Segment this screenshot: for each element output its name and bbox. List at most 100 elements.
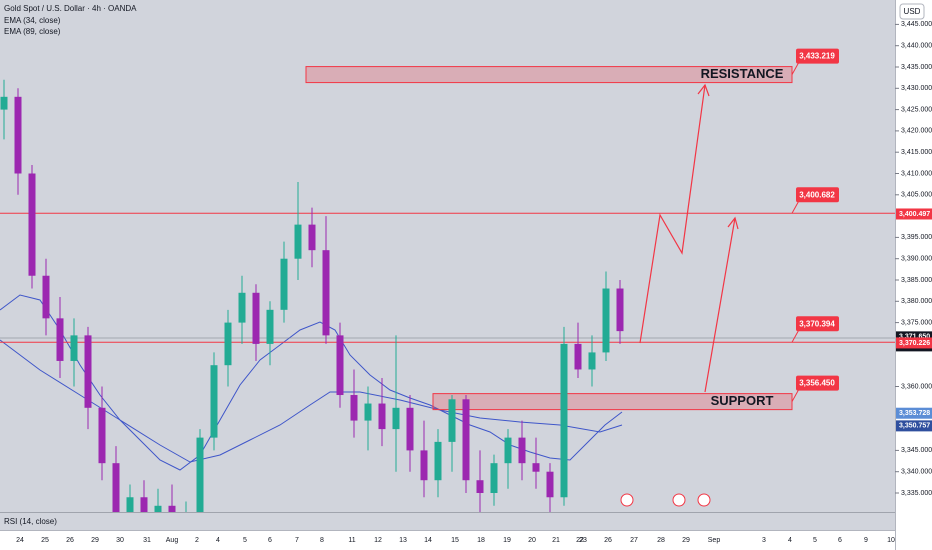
- event-icon: [697, 493, 711, 507]
- candle-body: [490, 463, 498, 493]
- level-tag-label: 3,356.450: [799, 379, 835, 388]
- event-icon: [672, 493, 686, 507]
- price-tick-label: 3,445.000: [901, 21, 932, 28]
- date-label: Aug: [166, 537, 179, 544]
- price-tick-label: 3,415.000: [901, 149, 932, 156]
- candle-body: [42, 275, 50, 319]
- date-label: 2: [195, 537, 199, 544]
- date-label: 26: [66, 537, 74, 544]
- candle-body: [364, 403, 372, 421]
- candle-body: [112, 463, 120, 512]
- zone-label: RESISTANCE: [701, 66, 784, 81]
- candle-body: [602, 288, 610, 353]
- date-label: 5: [243, 537, 247, 544]
- arrow-head: [697, 83, 710, 97]
- candle-body: [98, 407, 106, 464]
- event-icon: [620, 493, 634, 507]
- price-tick-label: 3,345.000: [901, 447, 932, 454]
- price-tick-label: 3,390.000: [901, 256, 932, 263]
- date-label: 6: [838, 537, 842, 544]
- level-tag-label: 3,433.219: [799, 52, 835, 61]
- candle-body: [140, 497, 148, 512]
- currency-label: USD: [904, 7, 921, 16]
- price-tick-label: 3,395.000: [901, 234, 932, 241]
- date-label: 7: [295, 537, 299, 544]
- price-tick-label: 3,430.000: [901, 85, 932, 92]
- currency-button[interactable]: [899, 3, 925, 20]
- date-label: 9: [864, 537, 868, 544]
- candle-body: [238, 292, 246, 323]
- date-label: 30: [116, 537, 124, 544]
- arrow-head: [727, 216, 739, 230]
- date-label: 11: [348, 537, 355, 544]
- price-tag-label: 3,371.650: [899, 334, 930, 341]
- date-label: 13: [399, 537, 407, 544]
- date-label: 12: [374, 537, 382, 544]
- price-tick-label: 3,340.000: [901, 469, 932, 476]
- candle-body: [168, 505, 176, 512]
- candle-body: [504, 437, 512, 464]
- candle-body: [476, 480, 484, 493]
- date-label: 6: [268, 537, 272, 544]
- candle-body: [518, 437, 526, 464]
- level-tag: [796, 48, 839, 64]
- candle-body: [420, 450, 428, 481]
- candle-body: [14, 96, 22, 174]
- candle-body: [378, 403, 386, 430]
- date-label: 26: [604, 537, 612, 544]
- date-label: 22: [576, 537, 584, 544]
- level-tag-label: 3,370.394: [799, 319, 835, 328]
- ema-89: [0, 339, 623, 463]
- price-tick-label: 3,420.000: [901, 128, 932, 135]
- candle-body: [252, 292, 260, 344]
- plot-background: [0, 0, 895, 512]
- price-tick-label: 3,375.000: [901, 319, 932, 326]
- candle-body: [126, 497, 134, 512]
- level-tag-label: 3,400.682: [799, 190, 835, 199]
- zone-label: SUPPORT: [711, 393, 774, 408]
- date-label: 18: [477, 537, 485, 544]
- candle-body: [322, 250, 330, 336]
- price-tick-label: 3,405.000: [901, 192, 932, 199]
- candle-body: [280, 258, 288, 310]
- price-tag: [896, 420, 932, 432]
- date-label: 23: [579, 537, 587, 544]
- date-label: 24: [16, 537, 24, 544]
- candle-body: [210, 365, 218, 438]
- price-tick-label: 3,410.000: [901, 170, 932, 177]
- price-tag: [896, 407, 932, 419]
- price-tick-label: 3,440.000: [901, 43, 932, 50]
- date-label: Sep: [708, 537, 721, 544]
- date-label: 14: [424, 537, 432, 544]
- price-tag-label: 3,350.757: [899, 423, 930, 430]
- candle-body: [56, 318, 64, 361]
- candle-body: [392, 407, 400, 430]
- level-tag: [796, 375, 839, 391]
- candle-body: [462, 399, 470, 481]
- candle-body: [406, 407, 414, 451]
- plot: [0, 66, 895, 512]
- price-tick-label: 3,425.000: [901, 106, 932, 113]
- date-label: 21: [552, 537, 560, 544]
- candle-body: [616, 288, 624, 332]
- indicator-label: EMA (89, close): [4, 27, 61, 36]
- date-label: 4: [216, 537, 220, 544]
- candle-body: [28, 173, 36, 276]
- candle-body: [0, 96, 8, 110]
- candle-body: [154, 505, 162, 512]
- candle-body: [224, 322, 232, 366]
- date-label: 15: [451, 537, 459, 544]
- symbol-title: Gold Spot / U.S. Dollar · 4h · OANDA: [4, 4, 137, 13]
- level-tag: [796, 187, 839, 203]
- date-label: 4: [788, 537, 792, 544]
- indicator-label: EMA (34, close): [4, 16, 61, 25]
- rsi-pane: [0, 513, 895, 530]
- price-tag-label: 3,400.497: [899, 211, 930, 218]
- candle-body: [546, 471, 554, 498]
- price-tag-label: 3,353.728: [899, 410, 930, 417]
- date-label: 3: [762, 537, 766, 544]
- date-label: 28: [657, 537, 665, 544]
- candle-body: [588, 352, 596, 370]
- price-tick-label: 3,380.000: [901, 298, 932, 305]
